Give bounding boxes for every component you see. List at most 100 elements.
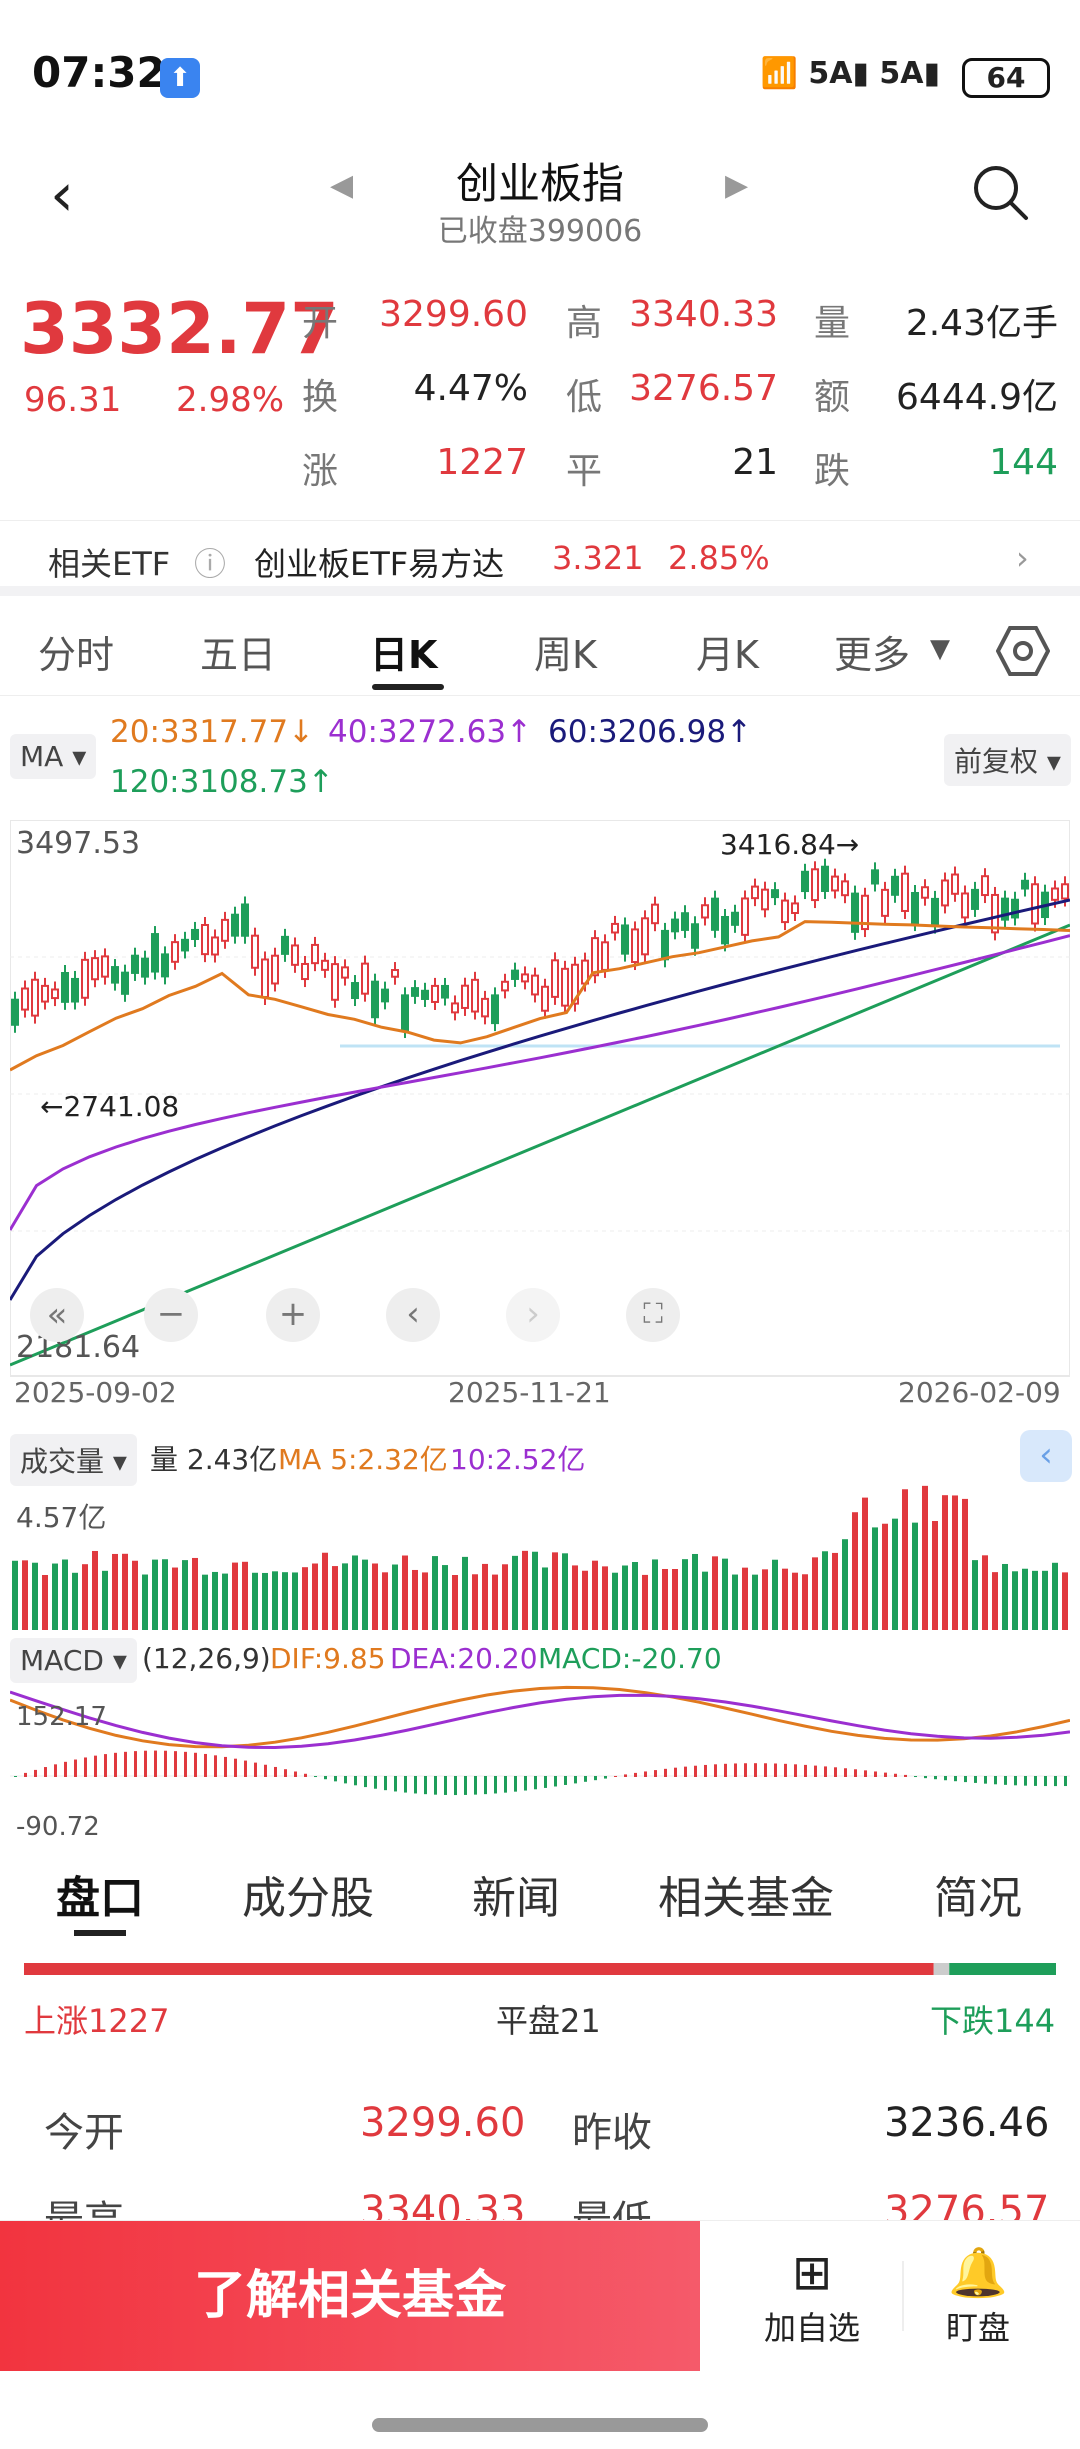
up-count-label: 涨 [302, 451, 339, 492]
candle-body [791, 902, 799, 914]
macd-bar [444, 1776, 447, 1795]
candle-body [21, 987, 29, 1011]
prev-index-icon[interactable]: ◀ [330, 168, 354, 203]
macd-bar [554, 1776, 557, 1787]
candle-body [691, 923, 699, 949]
macd-bar [1004, 1776, 1007, 1785]
tab-intraday[interactable]: 分时 [38, 633, 115, 677]
volume-bar [102, 1570, 108, 1630]
macd-bar [104, 1754, 107, 1777]
volume-bar [252, 1572, 258, 1630]
volume-bar [572, 1565, 578, 1630]
zoom-out-icon[interactable]: − [144, 1288, 198, 1342]
volume-bar [602, 1566, 608, 1630]
volume-bar [782, 1568, 788, 1630]
adjust-selector[interactable]: 前复权 ▾ [944, 734, 1071, 786]
tab-profile[interactable]: 简况 [934, 1873, 1022, 1924]
macd-bar [154, 1750, 157, 1777]
tab-more[interactable]: 更多 [834, 633, 911, 677]
watch-button[interactable]: 🔔 盯盘 [918, 2243, 1038, 2349]
volume-bar [242, 1561, 248, 1630]
macd-bar [924, 1776, 927, 1779]
open-label: 开 [302, 303, 339, 344]
candle-body [721, 915, 729, 945]
volume-bar [612, 1572, 618, 1630]
tab-related-funds[interactable]: 相关基金 [658, 1873, 834, 1924]
quote-panel: 3332.77 96.31 2.98% 开 3299.60 高 3340.33 … [0, 280, 1080, 520]
volume-bar [702, 1571, 708, 1630]
macd-bar [114, 1752, 117, 1777]
candle-body [321, 959, 329, 971]
macd-bar [714, 1764, 717, 1777]
macd-bar [194, 1752, 197, 1777]
macd-bar [544, 1776, 547, 1788]
volume-bar [942, 1495, 948, 1630]
volume-bar [322, 1552, 328, 1630]
low-label: 低 [566, 377, 603, 418]
volume-bar [222, 1573, 228, 1630]
ma60-value: 60:3206.98↑ [548, 714, 753, 750]
volume-bar [332, 1566, 338, 1630]
tab-handicap[interactable]: 盘口 [56, 1873, 144, 1924]
settings-icon[interactable] [996, 624, 1050, 678]
macd-bar [394, 1776, 397, 1792]
learn-funds-button[interactable]: 了解相关基金 [0, 2221, 700, 2371]
tab-constituents[interactable]: 成分股 [242, 1873, 374, 1924]
macd-bar [604, 1776, 607, 1779]
volume-bar [352, 1555, 358, 1630]
candle-body [821, 865, 829, 892]
ma-selector[interactable]: MA ▾ [10, 734, 97, 779]
volume-bar [722, 1558, 728, 1630]
kline-chart[interactable]: 3497.53 2181.64 3416.84→ ←2741.08 « − + … [8, 819, 1071, 1380]
tab-daily-k[interactable]: 日K [370, 633, 438, 677]
tab-five-day[interactable]: 五日 [200, 633, 277, 677]
next-index-icon[interactable]: ▶ [725, 168, 749, 203]
volume-bar [1002, 1563, 1008, 1630]
tab-monthly-k[interactable]: 月K [696, 633, 759, 677]
macd-bar [134, 1751, 137, 1777]
volume-bar [1062, 1572, 1068, 1630]
candle-body [671, 918, 679, 933]
zoom-in-icon[interactable]: + [266, 1288, 320, 1342]
pan-right-icon[interactable]: › [506, 1288, 560, 1342]
volume-bar [62, 1559, 68, 1630]
candle-body [251, 934, 259, 969]
candle-body [271, 954, 279, 985]
candle-body [41, 984, 49, 1003]
collapse-icon[interactable]: ‹ [1020, 1430, 1072, 1482]
date-mid: 2025-11-21 [448, 1376, 611, 1409]
add-watchlist-button[interactable]: ⊞ 加自选 [752, 2243, 872, 2349]
macd-bar [1014, 1776, 1017, 1786]
back-icon[interactable]: ‹ [50, 160, 74, 230]
prev-close-value: 3236.46 [884, 2100, 1050, 2146]
candle-body [841, 880, 849, 897]
info-icon[interactable]: ⓘ [194, 545, 227, 583]
related-etf-row[interactable]: 相关ETF ⓘ 创业板ETF易方达 3.321 2.85% › [0, 520, 1080, 596]
macd-bar [1064, 1776, 1067, 1787]
macd-bar [264, 1764, 267, 1777]
watch-label: 盯盘 [945, 2309, 1010, 2347]
volume-bar [402, 1555, 408, 1630]
pan-left-icon[interactable]: ‹ [386, 1288, 440, 1342]
macd-selector[interactable]: MACD ▾ [10, 1638, 137, 1683]
candle-body [851, 892, 859, 933]
macd-bar [654, 1770, 657, 1777]
tab-weekly-k[interactable]: 周K [534, 633, 597, 677]
low-mark-label: ←2741.08 [40, 1090, 180, 1123]
breadth-text: 上涨1227 平盘21 下跌144 [0, 1996, 1080, 2046]
volume-svg [12, 1485, 1068, 1630]
search-icon[interactable] [970, 162, 1030, 222]
macd-bar [834, 1767, 837, 1777]
candle-body [531, 974, 539, 996]
fullscreen-icon[interactable]: ⛶ [626, 1288, 680, 1342]
candle-body [741, 897, 749, 936]
flat-count-label: 平 [566, 451, 603, 492]
volume-bar [512, 1555, 518, 1630]
tab-news[interactable]: 新闻 [472, 1873, 560, 1924]
jump-start-icon[interactable]: « [30, 1288, 84, 1342]
macd-bar [344, 1776, 347, 1784]
volume-selector[interactable]: 成交量 ▾ [10, 1434, 137, 1486]
macd-bar [584, 1776, 587, 1782]
breadth-bar [24, 1960, 1056, 1975]
candle-body [941, 879, 949, 907]
